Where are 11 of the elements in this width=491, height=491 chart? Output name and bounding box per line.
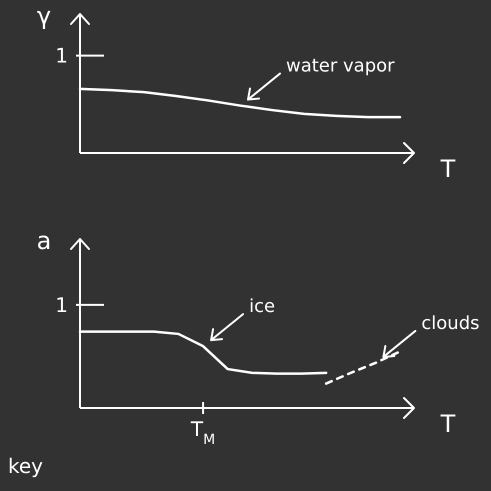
text: T$_{M}$ (190, 417, 216, 448)
series-label: water vapor (286, 56, 396, 77)
x-axis-title: T (440, 155, 456, 183)
text: 1 (55, 292, 68, 317)
x-axis-title: T (440, 410, 456, 438)
text: key (8, 454, 44, 478)
text: ice (249, 296, 276, 318)
y-axis-title: a (36, 227, 52, 255)
y-axis-title: γ (36, 2, 52, 30)
series-label: clouds (421, 312, 480, 334)
text: 1 (55, 44, 68, 68)
